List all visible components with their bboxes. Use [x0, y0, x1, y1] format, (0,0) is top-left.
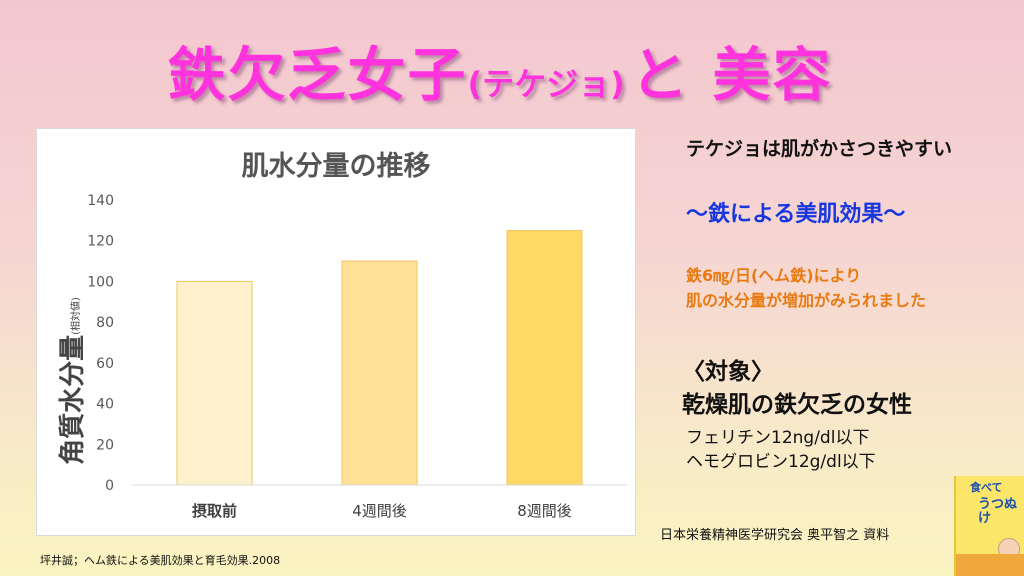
- org-credit: 日本栄養精神医学研究会 奥平智之 資料: [660, 528, 890, 543]
- chart-card: 肌水分量の推移 角質水分量(相対値) 0 20 40 60 80 100 120 140 摂取…: [36, 128, 636, 536]
- bars: [176, 230, 583, 486]
- target-main: 乾燥肌の鉄欠乏の女性: [682, 392, 912, 418]
- y-tick-label: 100: [87, 274, 114, 290]
- criteria-ferritin: フェリチン12ng/dl以下: [686, 428, 870, 448]
- title-paren: (テケジョ): [467, 65, 625, 103]
- slide-title: 鉄欠乏女子(テケジョ) と 美容: [0, 28, 1000, 112]
- y-tick-label: 140: [87, 193, 114, 209]
- x-tick-label: 4週間後: [352, 502, 407, 520]
- side-result-line1: 鉄6㎎/日(ヘム鉄)により: [686, 266, 862, 285]
- target-heading: 〈対象〉: [682, 359, 774, 385]
- citation: 坪井誠；ヘム鉄による美肌効果と育毛効果.2008: [40, 554, 281, 567]
- chart-title: 肌水分量の推移: [242, 151, 431, 182]
- side-result-line2: 肌の水分量が増加がみられました: [686, 291, 927, 310]
- y-tick-label: 80: [96, 315, 114, 331]
- y-axis-label-sub: (相対値): [69, 297, 82, 335]
- y-tick-label: 120: [87, 234, 114, 250]
- side-headline: 〜鉄による美肌効果〜: [686, 202, 906, 227]
- y-tick-label: 40: [96, 397, 114, 413]
- y-axis-label-main: 角質水分量: [57, 335, 88, 465]
- bar: [506, 230, 583, 486]
- side-statement: テケジョは肌がかさつきやすい: [686, 138, 953, 160]
- x-tick-label: 摂取前: [192, 502, 237, 520]
- criteria-block: フェリチン12ng/dl以下 ヘモグロビン12g/dl以下: [686, 426, 876, 474]
- x-axis-labels: 摂取前 4週間後 8週間後: [192, 502, 572, 520]
- book-text-1: 食べて: [970, 481, 1003, 494]
- title-main-b: と 美容: [630, 41, 833, 109]
- y-tick-label: 20: [96, 437, 114, 453]
- bar: [341, 260, 418, 486]
- side-result: 鉄6㎎/日(ヘム鉄)により 肌の水分量が増加がみられました: [686, 263, 926, 313]
- book-text-2: うつぬけ: [978, 497, 1018, 526]
- criteria-hemoglobin: ヘモグロビン12g/dl以下: [686, 452, 876, 472]
- y-tick-label: 0: [105, 478, 114, 494]
- book-stripe: [956, 554, 1024, 576]
- y-axis-ticks: 0 20 40 60 80 100 120 140: [87, 193, 114, 494]
- title-main-a: 鉄欠乏女子: [167, 41, 468, 109]
- bar-chart: 肌水分量の推移 角質水分量(相対値) 0 20 40 60 80 100 120 140 摂取…: [57, 151, 627, 520]
- book-cover-image: 食べて うつぬけ: [954, 476, 1024, 576]
- y-tick-label: 60: [96, 356, 114, 372]
- bar: [176, 280, 253, 486]
- y-axis-label: 角質水分量(相対値): [57, 297, 88, 465]
- x-tick-label: 8週間後: [517, 502, 572, 520]
- target-block: 〈対象〉 乾燥肌の鉄欠乏の女性: [682, 356, 912, 422]
